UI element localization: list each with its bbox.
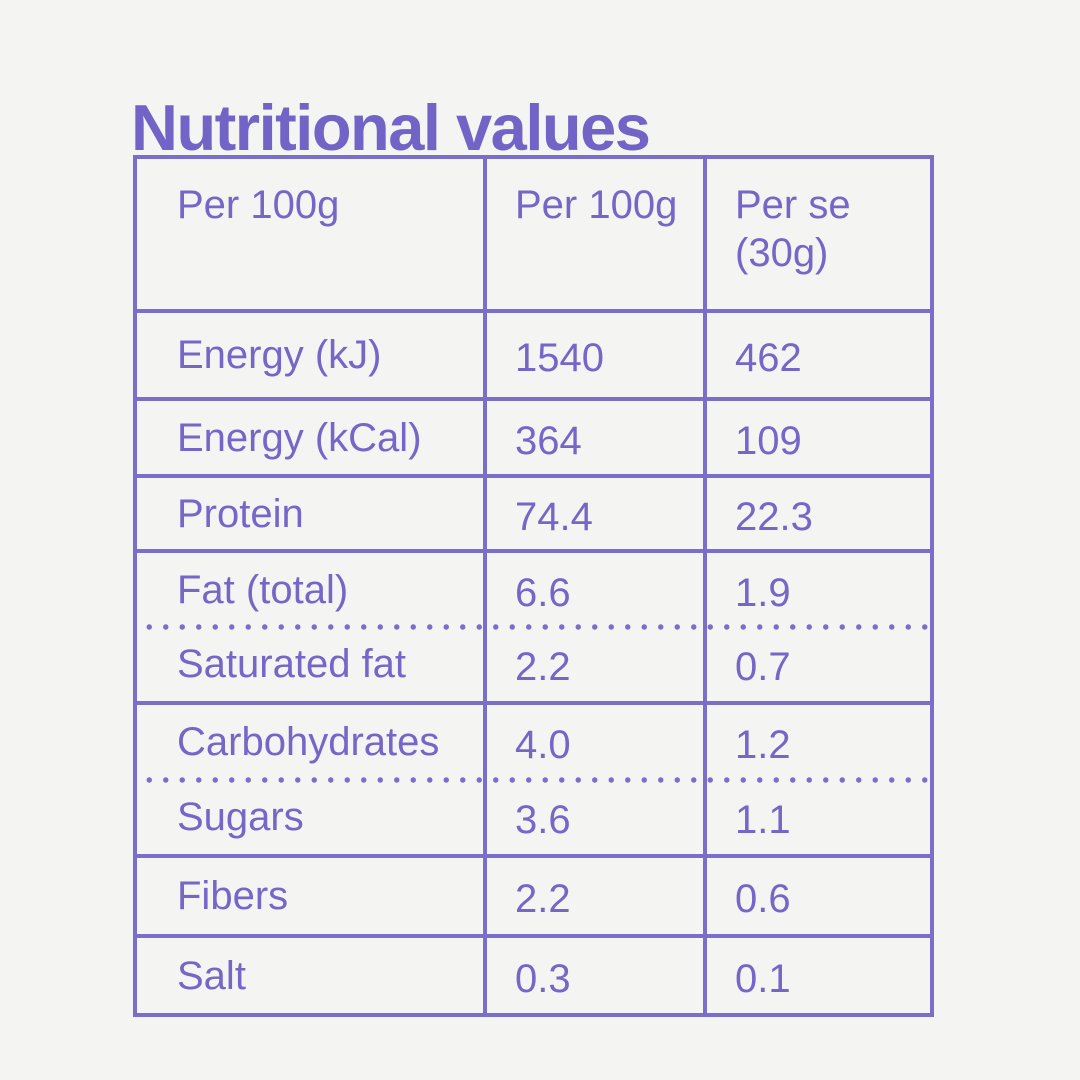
row-label-carbohydrates: Carbohydrates [177, 705, 483, 780]
row-label-cell: Fibers [137, 858, 483, 934]
row-label: Sugars [177, 794, 304, 839]
page-title: Nutritional values [131, 90, 651, 164]
row-value-saturated-fat: 0.7 [735, 627, 930, 701]
table-row-protein: Protein 74.4 22.3 [137, 474, 930, 549]
row-label: Salt [177, 953, 246, 998]
row-value-per-100g-cell: 1540 [483, 313, 703, 397]
row-value-per-100g-cell: 74.4 [483, 478, 703, 549]
row-label-cell: Carbohydrates Sugars [137, 705, 483, 854]
row-value: 0.6 [735, 877, 791, 921]
row-value: 462 [735, 336, 802, 380]
row-value-carbohydrates: 1.2 [735, 705, 930, 780]
row-label: Saturated fat [177, 642, 407, 686]
row-value: 1540 [515, 336, 604, 380]
row-value-fat-total: 6.6 [515, 553, 703, 627]
row-value-per-100g-cell: 2.2 [483, 858, 703, 934]
row-value: 109 [735, 418, 802, 463]
row-value-per-serving-cell: 1.9 0.7 [703, 553, 930, 701]
table-row-fibers: Fibers 2.2 0.6 [137, 854, 930, 934]
row-value: 4.0 [515, 723, 571, 768]
row-value: 0.7 [735, 645, 791, 689]
row-value-sugars: 3.6 [515, 780, 703, 855]
row-value: 1.1 [735, 797, 791, 842]
row-value-per-serving-cell: 109 [703, 401, 930, 474]
row-value-per-100g-cell: 4.0 3.6 [483, 705, 703, 854]
row-value: 0.1 [735, 956, 791, 1001]
row-label-cell: Protein [137, 478, 483, 549]
row-value: 2.2 [515, 877, 571, 921]
header-cell-per-100g: Per 100g [483, 159, 703, 309]
row-value-per-serving-cell: 0.6 [703, 858, 930, 934]
row-value: 2.2 [515, 645, 571, 689]
row-value: 22.3 [735, 494, 813, 539]
row-label: Energy (kCal) [177, 415, 422, 460]
row-label-cell: Salt [137, 938, 483, 1013]
header-cell-label-column: Per 100g [137, 159, 483, 309]
row-value-per-100g-cell: 6.6 2.2 [483, 553, 703, 701]
header-text: Per 100g [177, 183, 340, 227]
header-cell-per-serving: Per se (30g) [703, 159, 930, 309]
table-header-row: Per 100g Per 100g Per se (30g) [137, 159, 930, 309]
row-label: Protein [177, 491, 304, 536]
row-value-per-100g-cell: 364 [483, 401, 703, 474]
row-label: Fat (total) [177, 568, 349, 612]
row-label-cell: Fat (total) Saturated fat [137, 553, 483, 701]
table-row-carbohydrates-group: Carbohydrates Sugars 4.0 3.6 1.2 [137, 701, 930, 854]
table-row-salt: Salt 0.3 0.1 [137, 934, 930, 1013]
row-value: 6.6 [515, 571, 571, 615]
row-value: 1.2 [735, 723, 791, 768]
header-text: Per 100g [515, 183, 678, 227]
row-value: 0.3 [515, 956, 571, 1001]
row-value-per-serving-cell: 462 [703, 313, 930, 397]
row-value: 3.6 [515, 797, 571, 842]
row-label: Fibers [177, 874, 289, 918]
row-label-fat-total: Fat (total) [177, 553, 483, 627]
row-label-cell: Energy (kJ) [137, 313, 483, 397]
row-value-fat-total: 1.9 [735, 553, 930, 627]
nutrition-table: Per 100g Per 100g Per se (30g) Energy (k… [133, 155, 934, 1017]
row-value: 74.4 [515, 494, 593, 539]
row-label-saturated-fat: Saturated fat [177, 627, 483, 701]
row-value-per-serving-cell: 22.3 [703, 478, 930, 549]
row-value-sugars: 1.1 [735, 780, 930, 855]
row-value-per-serving-cell: 0.1 [703, 938, 930, 1013]
row-value-carbohydrates: 4.0 [515, 705, 703, 780]
row-label-sugars: Sugars [177, 780, 483, 855]
row-value: 1.9 [735, 571, 791, 615]
table-row-fat-group: Fat (total) Saturated fat 6.6 2.2 1.9 [137, 549, 930, 701]
table-row-energy-kcal: Energy (kCal) 364 109 [137, 397, 930, 474]
row-label: Carbohydrates [177, 720, 440, 765]
row-value-saturated-fat: 2.2 [515, 627, 703, 701]
table-row-energy-kj: Energy (kJ) 1540 462 [137, 309, 930, 397]
row-value-per-serving-cell: 1.2 1.1 [703, 705, 930, 854]
header-text: Per se (30g) [735, 183, 851, 275]
row-value: 364 [515, 418, 582, 463]
row-label: Energy (kJ) [177, 333, 382, 377]
row-label-cell: Energy (kCal) [137, 401, 483, 474]
row-value-per-100g-cell: 0.3 [483, 938, 703, 1013]
